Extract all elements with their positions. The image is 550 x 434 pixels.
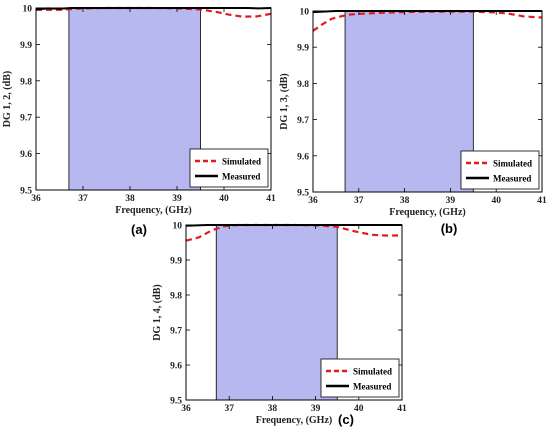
x-tick-label: 37 <box>78 194 88 204</box>
x-tick-label: 40 <box>491 196 501 206</box>
chart-panel-3: 36 37 38 39 40 41 9.5 9.6 9.7 9.8 9.9 10 Frequency, … <box>152 222 407 428</box>
y-tick-label: 10 <box>23 5 33 15</box>
x-tick-label: 36 <box>181 404 191 414</box>
y-tick-label: 9.8 <box>20 77 32 87</box>
axes-frame <box>185 224 403 401</box>
x-tick-label: 38 <box>400 196 410 206</box>
x-tick-label: 37 <box>354 196 364 206</box>
x-axis-label: Frequency, (GHz) <box>389 207 465 218</box>
y-tick-label: 9.6 <box>170 362 182 372</box>
y-tick-label: 9.7 <box>170 327 182 337</box>
y-tick-label: 9.5 <box>20 187 32 197</box>
y-tick-label: 9.9 <box>297 44 309 54</box>
y-tick-label: 10 <box>173 222 183 232</box>
x-tick-label: 37 <box>224 404 234 414</box>
x-tick-label: 41 <box>266 194 276 204</box>
legend-box <box>320 358 400 398</box>
legend: Simulated Measured <box>460 150 540 190</box>
panel-label: (b) <box>441 221 458 236</box>
y-tick-label: 9.6 <box>20 150 32 160</box>
shaded-band <box>68 7 201 191</box>
y-axis-label: DG 1, 3, (dB) <box>279 73 290 129</box>
x-tick-label: 36 <box>31 194 41 204</box>
legend-box <box>189 148 269 188</box>
shaded-band <box>344 10 474 193</box>
chart-panel-1: 36 37 38 39 40 41 9.5 9.6 9.7 9.8 9.9 10 Frequency, … <box>2 5 276 238</box>
y-tick-label: 9.9 <box>20 41 32 51</box>
x-tick-label: 38 <box>125 194 135 204</box>
x-tick-label: 41 <box>397 404 407 414</box>
x-tick-label: 40 <box>219 194 229 204</box>
x-tick-label: 40 <box>354 404 364 414</box>
x-axis-label: Frequency, (GHz) <box>256 415 332 426</box>
y-tick-label: 10 <box>300 8 310 18</box>
axes-frame <box>312 10 543 193</box>
x-tick-label: 39 <box>172 194 182 204</box>
y-tick-label: 9.5 <box>297 189 309 199</box>
x-tick-label: 39 <box>446 196 456 206</box>
x-axis-label: Frequency, (GHz) <box>115 205 191 216</box>
y-tick-label: 9.6 <box>297 152 309 162</box>
x-tick-label: 36 <box>308 196 318 206</box>
y-tick-label: 9.5 <box>170 397 182 407</box>
x-tick-label: 38 <box>268 404 278 414</box>
legend-label-measured: Measured <box>222 172 260 182</box>
legend-label-simulated: Simulated <box>353 367 392 377</box>
y-tick-label: 9.7 <box>20 114 32 124</box>
panel-label: (a) <box>131 222 147 237</box>
legend: Simulated Measured <box>320 358 400 398</box>
legend-box <box>460 150 540 190</box>
y-axis-label: DG 1, 4, (dB) <box>152 284 163 340</box>
y-tick-label: 9.8 <box>297 80 309 90</box>
y-tick-label: 9.7 <box>297 116 309 126</box>
chart-panel-2: 36 37 38 39 40 41 9.5 9.6 9.7 9.8 9.9 10 Frequency, … <box>279 8 547 237</box>
legend-label-simulated: Simulated <box>222 157 261 167</box>
legend-label-simulated: Simulated <box>493 159 532 169</box>
shaded-band <box>215 224 338 401</box>
legend-label-measured: Measured <box>493 174 531 184</box>
y-tick-label: 9.8 <box>170 292 182 302</box>
y-tick-label: 9.9 <box>170 257 182 267</box>
legend: Simulated Measured <box>189 148 269 188</box>
panel-label: (c) <box>338 412 354 427</box>
x-tick-label: 41 <box>537 196 547 206</box>
legend-label-measured: Measured <box>353 382 391 392</box>
y-axis-label: DG 1, 2, (dB) <box>2 71 13 127</box>
x-tick-label: 39 <box>311 404 321 414</box>
axes-frame <box>35 7 272 191</box>
